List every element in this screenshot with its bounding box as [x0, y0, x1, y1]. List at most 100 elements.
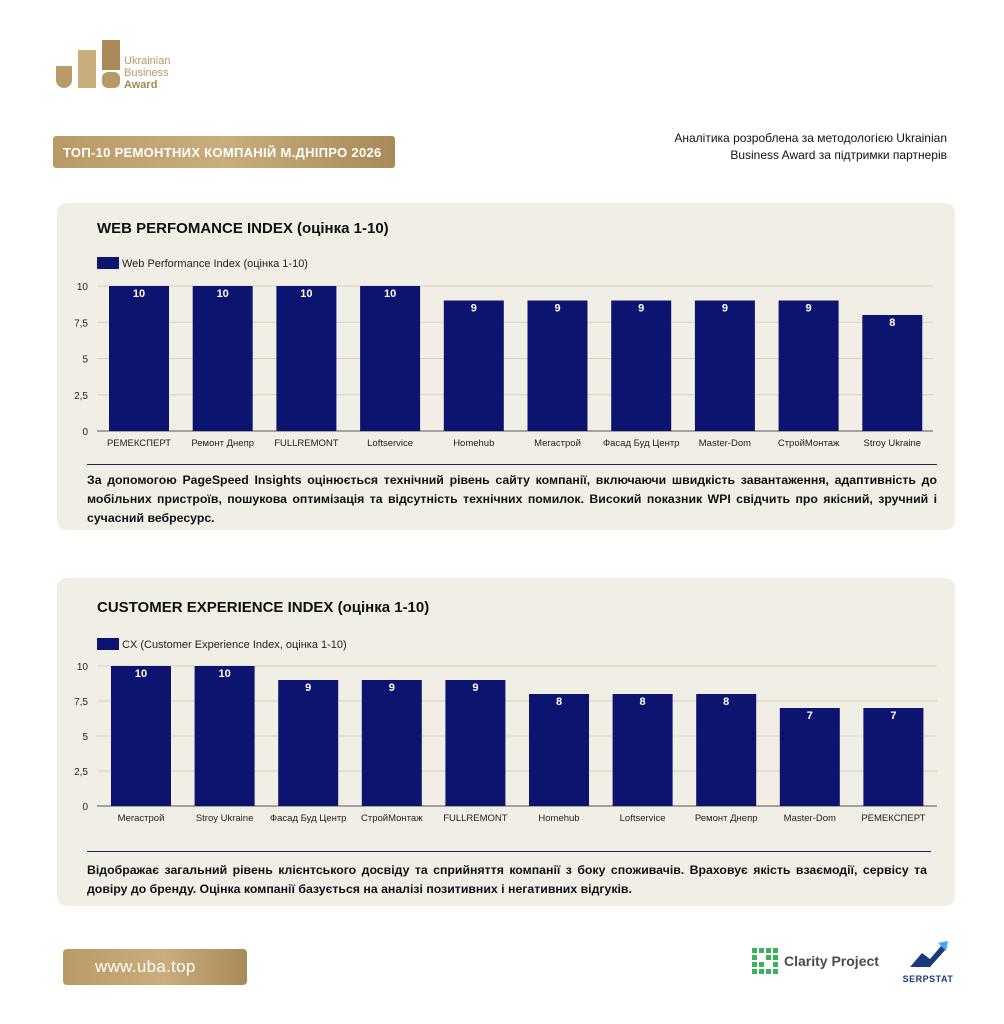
x-category-label: FULLREMONT [443, 813, 508, 824]
x-category-label: Loftservice [367, 438, 413, 449]
bar [109, 286, 169, 431]
x-category-label: СтройМонтаж [778, 438, 840, 449]
y-tick-label: 7,5 [74, 318, 88, 329]
x-category-label: Master-Dom [784, 813, 836, 824]
wpi-panel: WEB PERFOMANCE INDEX (оцінка 1-10) Web P… [57, 203, 955, 530]
y-tick-label: 10 [77, 282, 89, 293]
x-category-label: СтройМонтаж [361, 813, 423, 824]
y-tick-label: 5 [82, 355, 88, 366]
bar-value-label: 8 [640, 696, 646, 708]
bar [194, 666, 255, 806]
cx-title: CUSTOMER EXPERIENCE INDEX (оцінка 1-10) [97, 599, 430, 616]
y-tick-label: 2,5 [74, 767, 88, 778]
analytics-line-2: Business Award за підтримки партнерів [730, 148, 947, 162]
bar-value-label: 9 [471, 303, 477, 315]
serpstat-chart-icon [910, 941, 948, 967]
cx-description: Відображає загальний рівень клієнтського… [87, 863, 927, 896]
x-category-label: Stroy Ukraine [196, 813, 254, 824]
bar [192, 286, 253, 431]
bar [863, 708, 924, 806]
bar [443, 300, 504, 431]
analytics-note: Аналітика розроблена за методологією Ukr… [627, 130, 947, 164]
bar-value-label: 9 [806, 303, 812, 315]
x-category-label: Мегастрой [118, 813, 165, 824]
logo-line-2: Business [124, 67, 169, 79]
x-category-label: FULLREMONT [274, 438, 339, 449]
wpi-title: WEB PERFOMANCE INDEX (оцінка 1-10) [97, 220, 389, 237]
bar-value-label: 10 [218, 668, 230, 680]
cx-panel: CUSTOMER EXPERIENCE INDEX (оцінка 1-10) … [57, 578, 955, 906]
clarity-grid-icon [752, 948, 778, 974]
wpi-description: За допомогою PageSpeed Insights оцінюєть… [87, 473, 937, 525]
x-category-label: Мегастрой [534, 438, 581, 449]
bar-value-label: 9 [472, 682, 478, 694]
bar-value-label: 8 [889, 317, 895, 329]
bar-value-label: 10 [300, 288, 312, 300]
legend-label: Web Performance Index (оцінка 1-10) [122, 258, 308, 270]
bar [694, 300, 755, 431]
bar [779, 708, 840, 806]
x-category-label: РЕМЕКСПЕРТ [861, 813, 925, 824]
x-category-label: Ремонт Днепр [695, 813, 758, 824]
logo-text: Ukrainian Business Award [124, 55, 170, 91]
serpstat-logo: SERPSTAT [902, 941, 954, 984]
bar [529, 694, 589, 806]
bar-value-label: 10 [135, 668, 147, 680]
x-category-label: РЕМЕКСПЕРТ [107, 438, 171, 449]
bar [778, 300, 839, 431]
y-tick-label: 0 [82, 427, 88, 438]
analytics-line-1: Аналітика розроблена за методологією Ukr… [674, 131, 947, 145]
uba-logo-mark-icon [56, 40, 120, 88]
x-category-label: Фасад Буд Центр [603, 438, 680, 449]
y-tick-label: 10 [77, 662, 89, 673]
x-category-label: Stroy Ukraine [864, 438, 922, 449]
website-link[interactable]: www.uba.top [63, 949, 247, 985]
bar [360, 286, 421, 431]
y-tick-label: 2,5 [74, 391, 88, 402]
bar [111, 666, 171, 806]
bar-value-label: 10 [217, 288, 229, 300]
legend-swatch [97, 257, 119, 269]
legend-swatch [97, 638, 119, 650]
y-tick-label: 7,5 [74, 697, 88, 708]
bar-value-label: 10 [384, 288, 396, 300]
bar [445, 680, 506, 806]
logo-line-3: Award [124, 79, 158, 91]
bar-value-label: 9 [305, 682, 311, 694]
page-title: ТОП-10 РЕМОНТНИХ КОМПАНІЙ М.ДНІПРО 2026 [53, 136, 395, 168]
bar-value-label: 9 [554, 303, 560, 315]
bar [276, 286, 337, 431]
y-tick-label: 5 [82, 732, 88, 743]
bar [862, 315, 923, 431]
x-category-label: Homehub [453, 438, 494, 449]
bar [612, 694, 673, 806]
bar-value-label: 9 [722, 303, 728, 315]
x-category-label: Master-Dom [699, 438, 751, 449]
serpstat-label: SERPSTAT [902, 974, 954, 984]
bar-value-label: 8 [556, 696, 562, 708]
wpi-divider [87, 464, 937, 465]
bar-value-label: 7 [807, 710, 813, 722]
bar-value-label: 8 [723, 696, 729, 708]
bar-value-label: 7 [890, 710, 896, 722]
x-category-label: Фасад Буд Центр [270, 813, 347, 824]
bar-value-label: 9 [638, 303, 644, 315]
bar [611, 300, 672, 431]
bar-value-label: 10 [133, 288, 145, 300]
cx-chart: CX (Customer Experience Index, оцінка 1-… [74, 638, 937, 824]
bar [527, 300, 588, 431]
bar [278, 680, 339, 806]
cx-divider [87, 851, 931, 852]
clarity-project-label: Clarity Project [784, 953, 879, 969]
bar-value-label: 9 [389, 682, 395, 694]
legend-label: CX (Customer Experience Index, оцінка 1-… [122, 639, 347, 651]
bar [361, 680, 422, 806]
clarity-project-logo: Clarity Project [752, 948, 879, 974]
y-tick-label: 0 [82, 802, 88, 813]
x-category-label: Loftservice [620, 813, 666, 824]
wpi-chart: Web Performance Index (оцінка 1-10) 0 2,5 5… [74, 257, 933, 449]
x-category-label: Homehub [538, 813, 579, 824]
logo-line-1: Ukrainian [124, 55, 171, 67]
bar [696, 694, 757, 806]
x-category-label: Ремонт Днепр [191, 438, 254, 449]
